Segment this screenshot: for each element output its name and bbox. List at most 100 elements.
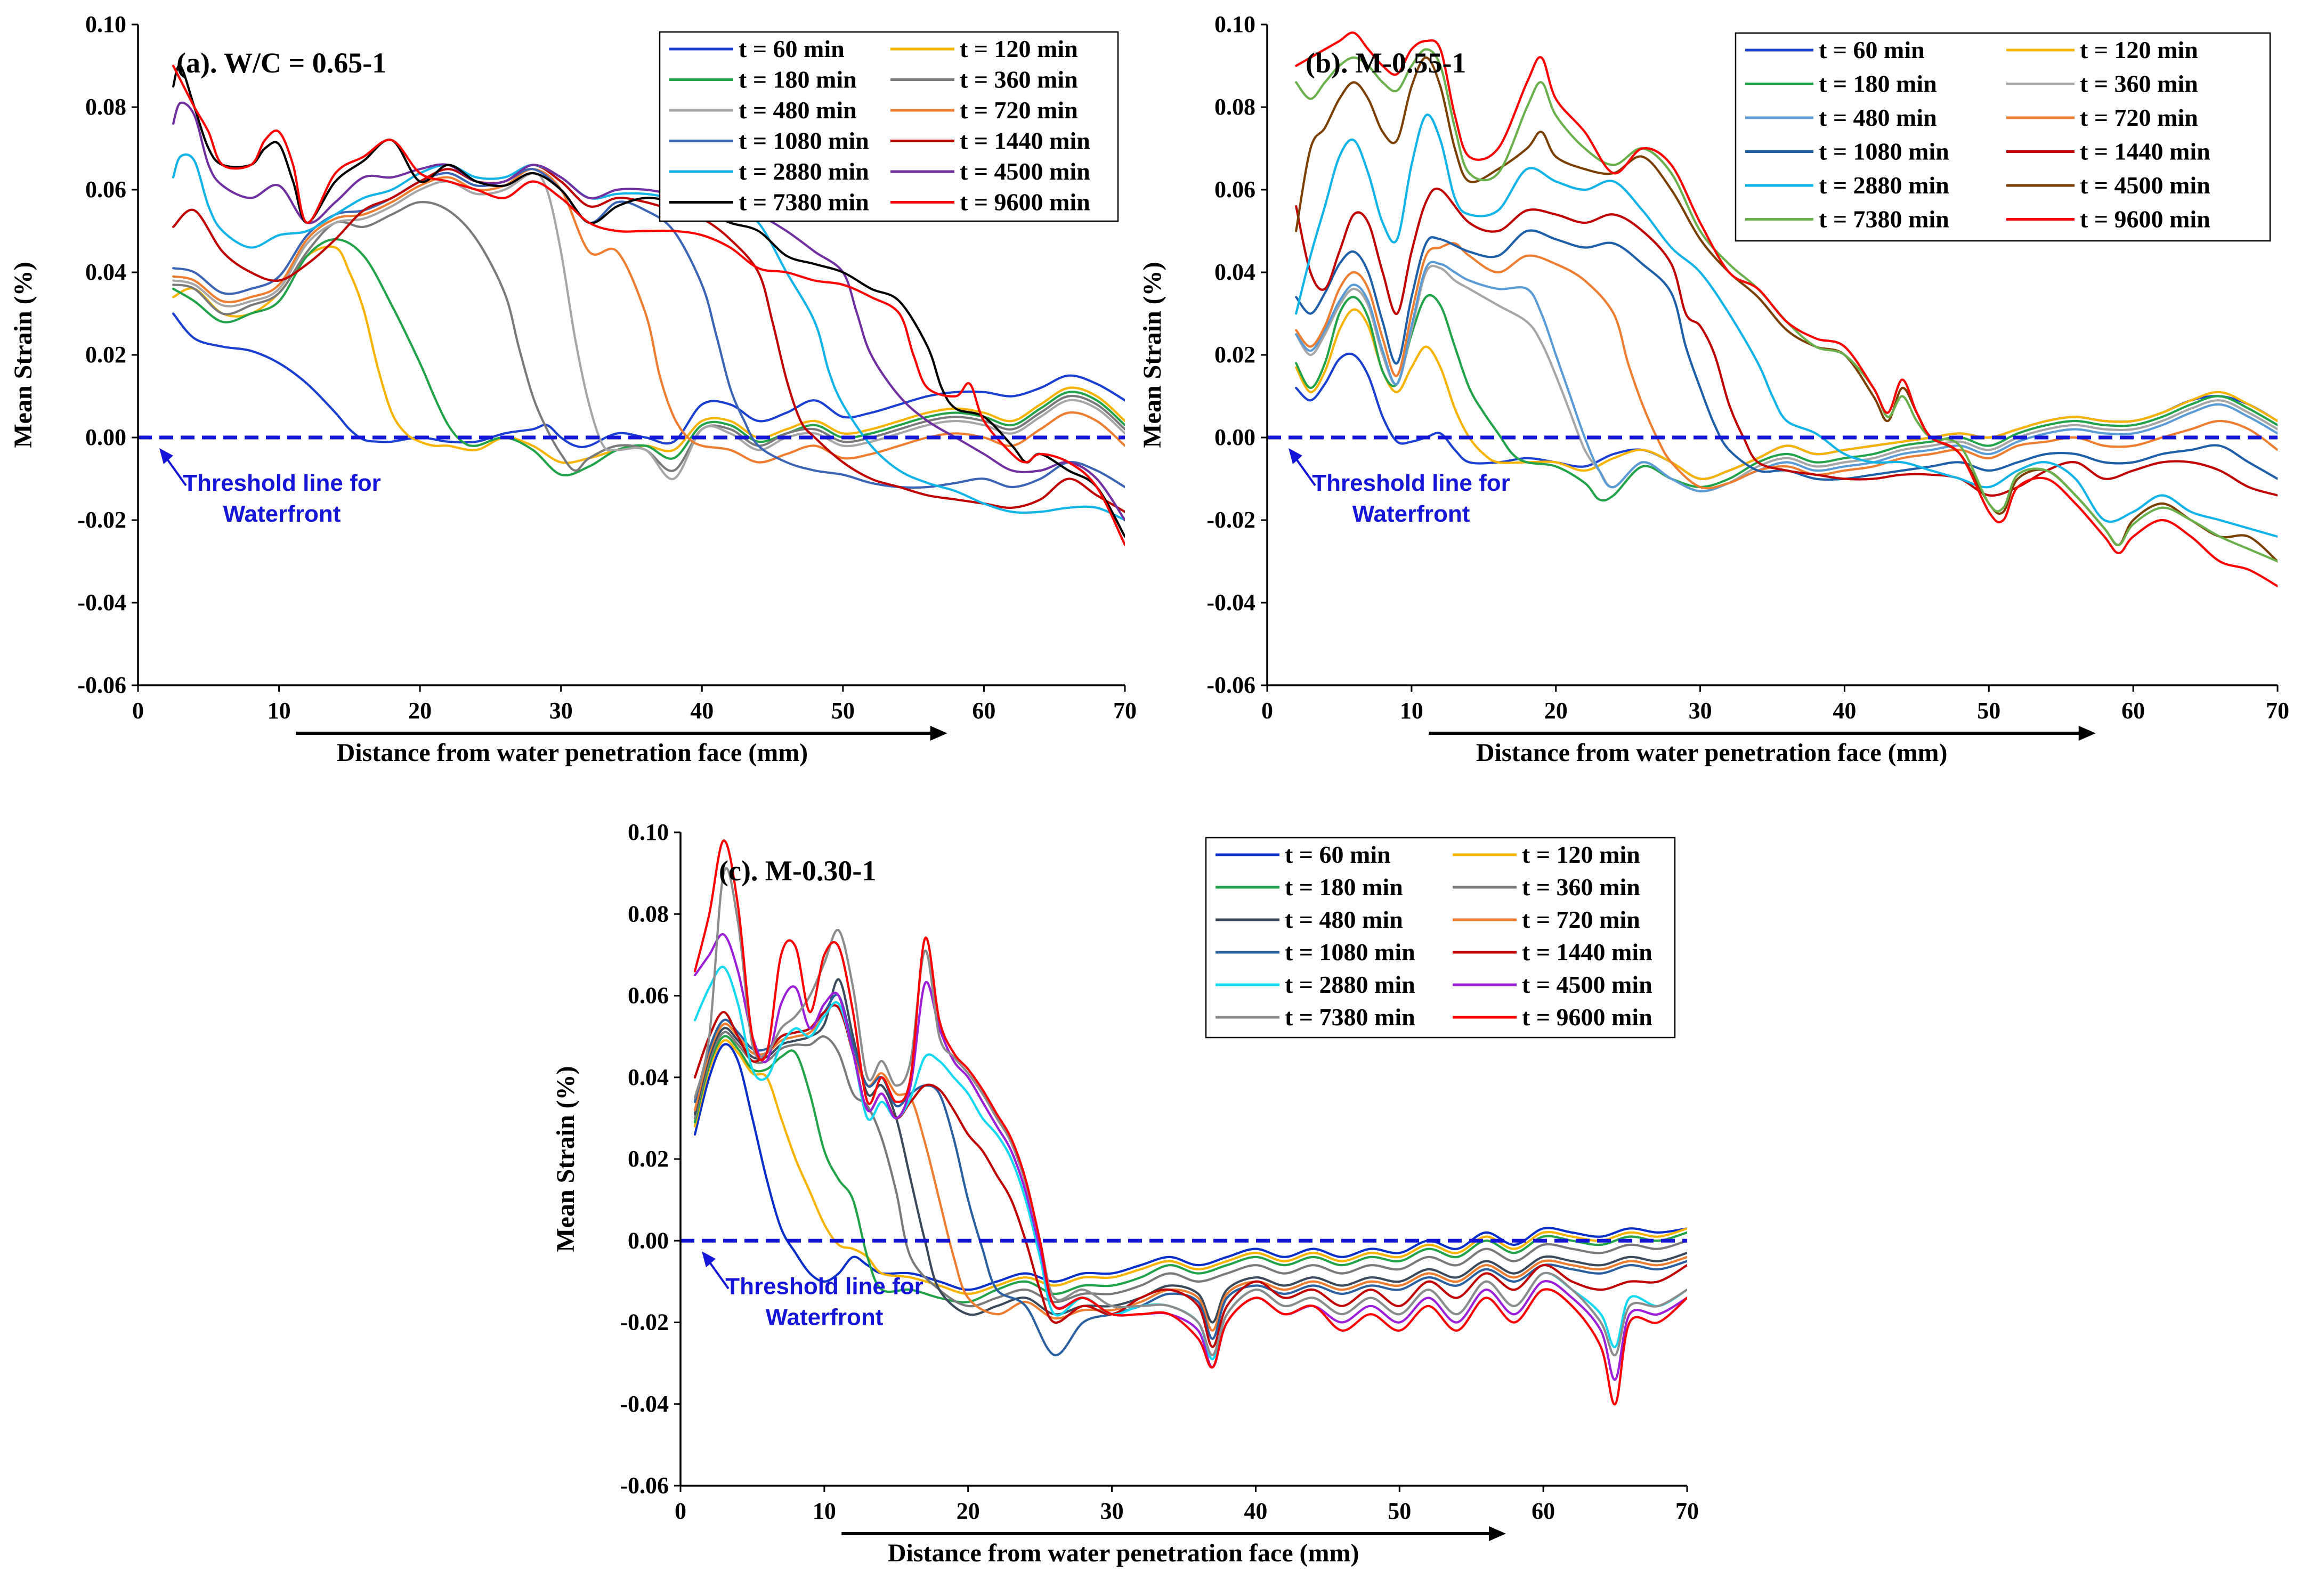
y-tick-label: -0.02	[1206, 507, 1255, 533]
x-tick-label: 0	[132, 698, 144, 724]
y-tick-label: 0.08	[1214, 94, 1255, 120]
x-tick-label: 70	[1113, 698, 1137, 724]
legend-entry-label: t = 7380 min	[1819, 206, 1949, 233]
y-tick-label: 0.10	[1214, 11, 1255, 37]
threshold-label-line1: Threshold line for	[725, 1273, 923, 1299]
legend-entry-label: t = 4500 min	[960, 158, 1090, 185]
x-axis-arrowhead	[1488, 1526, 1506, 1541]
legend-entry-label: t = 9600 min	[2080, 206, 2210, 233]
panel-title: (b). M-0.55-1	[1306, 47, 1466, 79]
y-axis-label: Mean Strain (%)	[552, 1066, 580, 1252]
x-tick-label: 60	[1532, 1498, 1555, 1524]
legend-entry-label: t = 60 min	[739, 35, 845, 62]
threshold-arrow	[706, 1258, 730, 1290]
panel-title: (a). W/C = 0.65-1	[176, 47, 386, 79]
legend-entry-label: t = 360 min	[1522, 873, 1640, 901]
x-tick-label: 60	[2121, 698, 2145, 724]
legend-entry-label: t = 180 min	[1819, 70, 1937, 98]
series-line	[1295, 48, 2278, 563]
legend-entry-label: t = 7380 min	[739, 189, 869, 216]
legend-box	[659, 31, 1119, 222]
series-line	[693, 1043, 1687, 1291]
legend-entry-label: t = 1440 min	[1522, 938, 1652, 966]
y-tick-label: 0.04	[1214, 259, 1255, 285]
series-line	[693, 1031, 1687, 1308]
x-tick-label: 30	[549, 698, 573, 724]
series-group	[172, 64, 1125, 546]
legend-entry-label: t = 720 min	[1522, 906, 1640, 933]
series-line	[1295, 188, 2278, 497]
panels: -0.06 -0.04 -0.02 0.00 0.02 0.04 0.06 0.08 0.10 0…	[9, 11, 2289, 1567]
legend-box	[1205, 837, 1676, 1039]
y-tick-label: 0.02	[1214, 342, 1255, 368]
legend-entry-label: t = 2880 min	[1285, 971, 1415, 998]
y-tick-label: 0.00	[628, 1227, 669, 1253]
x-tick-label: 0	[1261, 698, 1273, 724]
series-line	[693, 1039, 1687, 1295]
legend-entry-label: t = 4500 min	[1522, 971, 1652, 998]
x-tick-label: 70	[1675, 1498, 1699, 1524]
y-tick-label: -0.06	[1206, 672, 1255, 698]
legend-entry-label: t = 2880 min	[1819, 172, 1949, 199]
y-tick-label: -0.06	[620, 1472, 669, 1498]
legend-entry-label: t = 1080 min	[1285, 938, 1415, 966]
series-line	[172, 238, 1125, 477]
series-line	[1295, 308, 2278, 480]
x-tick-label: 30	[1689, 698, 1712, 724]
legend-entry-label: t = 9600 min	[960, 189, 1090, 216]
legend-entry-label: t = 1440 min	[960, 127, 1090, 155]
legend-entry-label: t = 360 min	[960, 66, 1078, 93]
y-tick-label: 0.00	[85, 424, 126, 450]
legend-entry-label: t = 180 min	[1285, 873, 1403, 901]
legend: t = 60 min t = 120 min t = 180 min t = 360 …	[659, 31, 1119, 222]
series-line	[1295, 114, 2278, 538]
x-axis-label: Distance from water penetration face (mm…	[1476, 739, 1948, 767]
legend-entry-label: t = 1080 min	[739, 127, 869, 155]
y-tick-label: 0.06	[1214, 176, 1255, 202]
series-line	[172, 172, 1125, 480]
legend-entry-label: t = 60 min	[1819, 36, 1925, 63]
series-line	[693, 1035, 1687, 1303]
threshold-label-line1: Threshold line for	[1312, 470, 1510, 496]
legend-entry-label: t = 480 min	[739, 96, 857, 124]
y-axis-label: Mean Strain (%)	[1138, 262, 1166, 448]
x-tick-label: 10	[1400, 698, 1423, 724]
x-tick-label: 30	[1100, 1498, 1124, 1524]
legend: t = 60 min t = 120 min t = 180 min t = 360 …	[1735, 32, 2271, 242]
y-tick-label: 0.10	[85, 11, 126, 37]
chart-panel-b: -0.06 -0.04 -0.02 0.00 0.02 0.04 0.06 0.08 0.10 0…	[1138, 11, 2289, 767]
y-tick-label: 0.00	[1214, 424, 1255, 450]
series-line	[172, 64, 1125, 546]
y-tick-label: 0.04	[628, 1064, 669, 1090]
panel-title: (c). M-0.30-1	[719, 855, 876, 887]
x-tick-label: 20	[957, 1498, 980, 1524]
x-tick-label: 50	[831, 698, 855, 724]
series-group	[693, 839, 1687, 1405]
threshold-arrow	[164, 455, 187, 487]
threshold-arrow	[1293, 455, 1316, 487]
legend-entry-label: t = 120 min	[2080, 36, 2198, 63]
series-line	[172, 64, 1125, 538]
y-tick-label: -0.02	[620, 1309, 669, 1335]
legend-box	[1735, 32, 2271, 242]
y-tick-label: 0.08	[628, 901, 669, 927]
x-tick-label: 10	[813, 1498, 836, 1524]
y-tick-label: 0.02	[628, 1146, 669, 1172]
y-tick-label: 0.02	[85, 342, 126, 368]
x-tick-label: 60	[972, 698, 995, 724]
x-tick-label: 40	[690, 698, 714, 724]
x-axis-label: Distance from water penetration face (mm…	[337, 739, 808, 767]
chart-panel-c: -0.06 -0.04 -0.02 0.00 0.02 0.04 0.06 0.08 0.10 0…	[552, 819, 1699, 1567]
x-tick-label: 70	[2266, 698, 2289, 724]
series-line	[1295, 229, 2278, 481]
x-tick-label: 50	[1977, 698, 2000, 724]
legend-entry-label: t = 4500 min	[2080, 172, 2210, 199]
legend-entry-label: t = 480 min	[1285, 906, 1403, 933]
legend-entry-label: t = 120 min	[960, 35, 1078, 62]
series-line	[172, 101, 1125, 522]
y-tick-label: -0.04	[1206, 589, 1255, 615]
y-tick-label: -0.02	[77, 507, 126, 533]
series-line	[693, 839, 1687, 1405]
legend-entry-label: t = 120 min	[1522, 841, 1640, 868]
